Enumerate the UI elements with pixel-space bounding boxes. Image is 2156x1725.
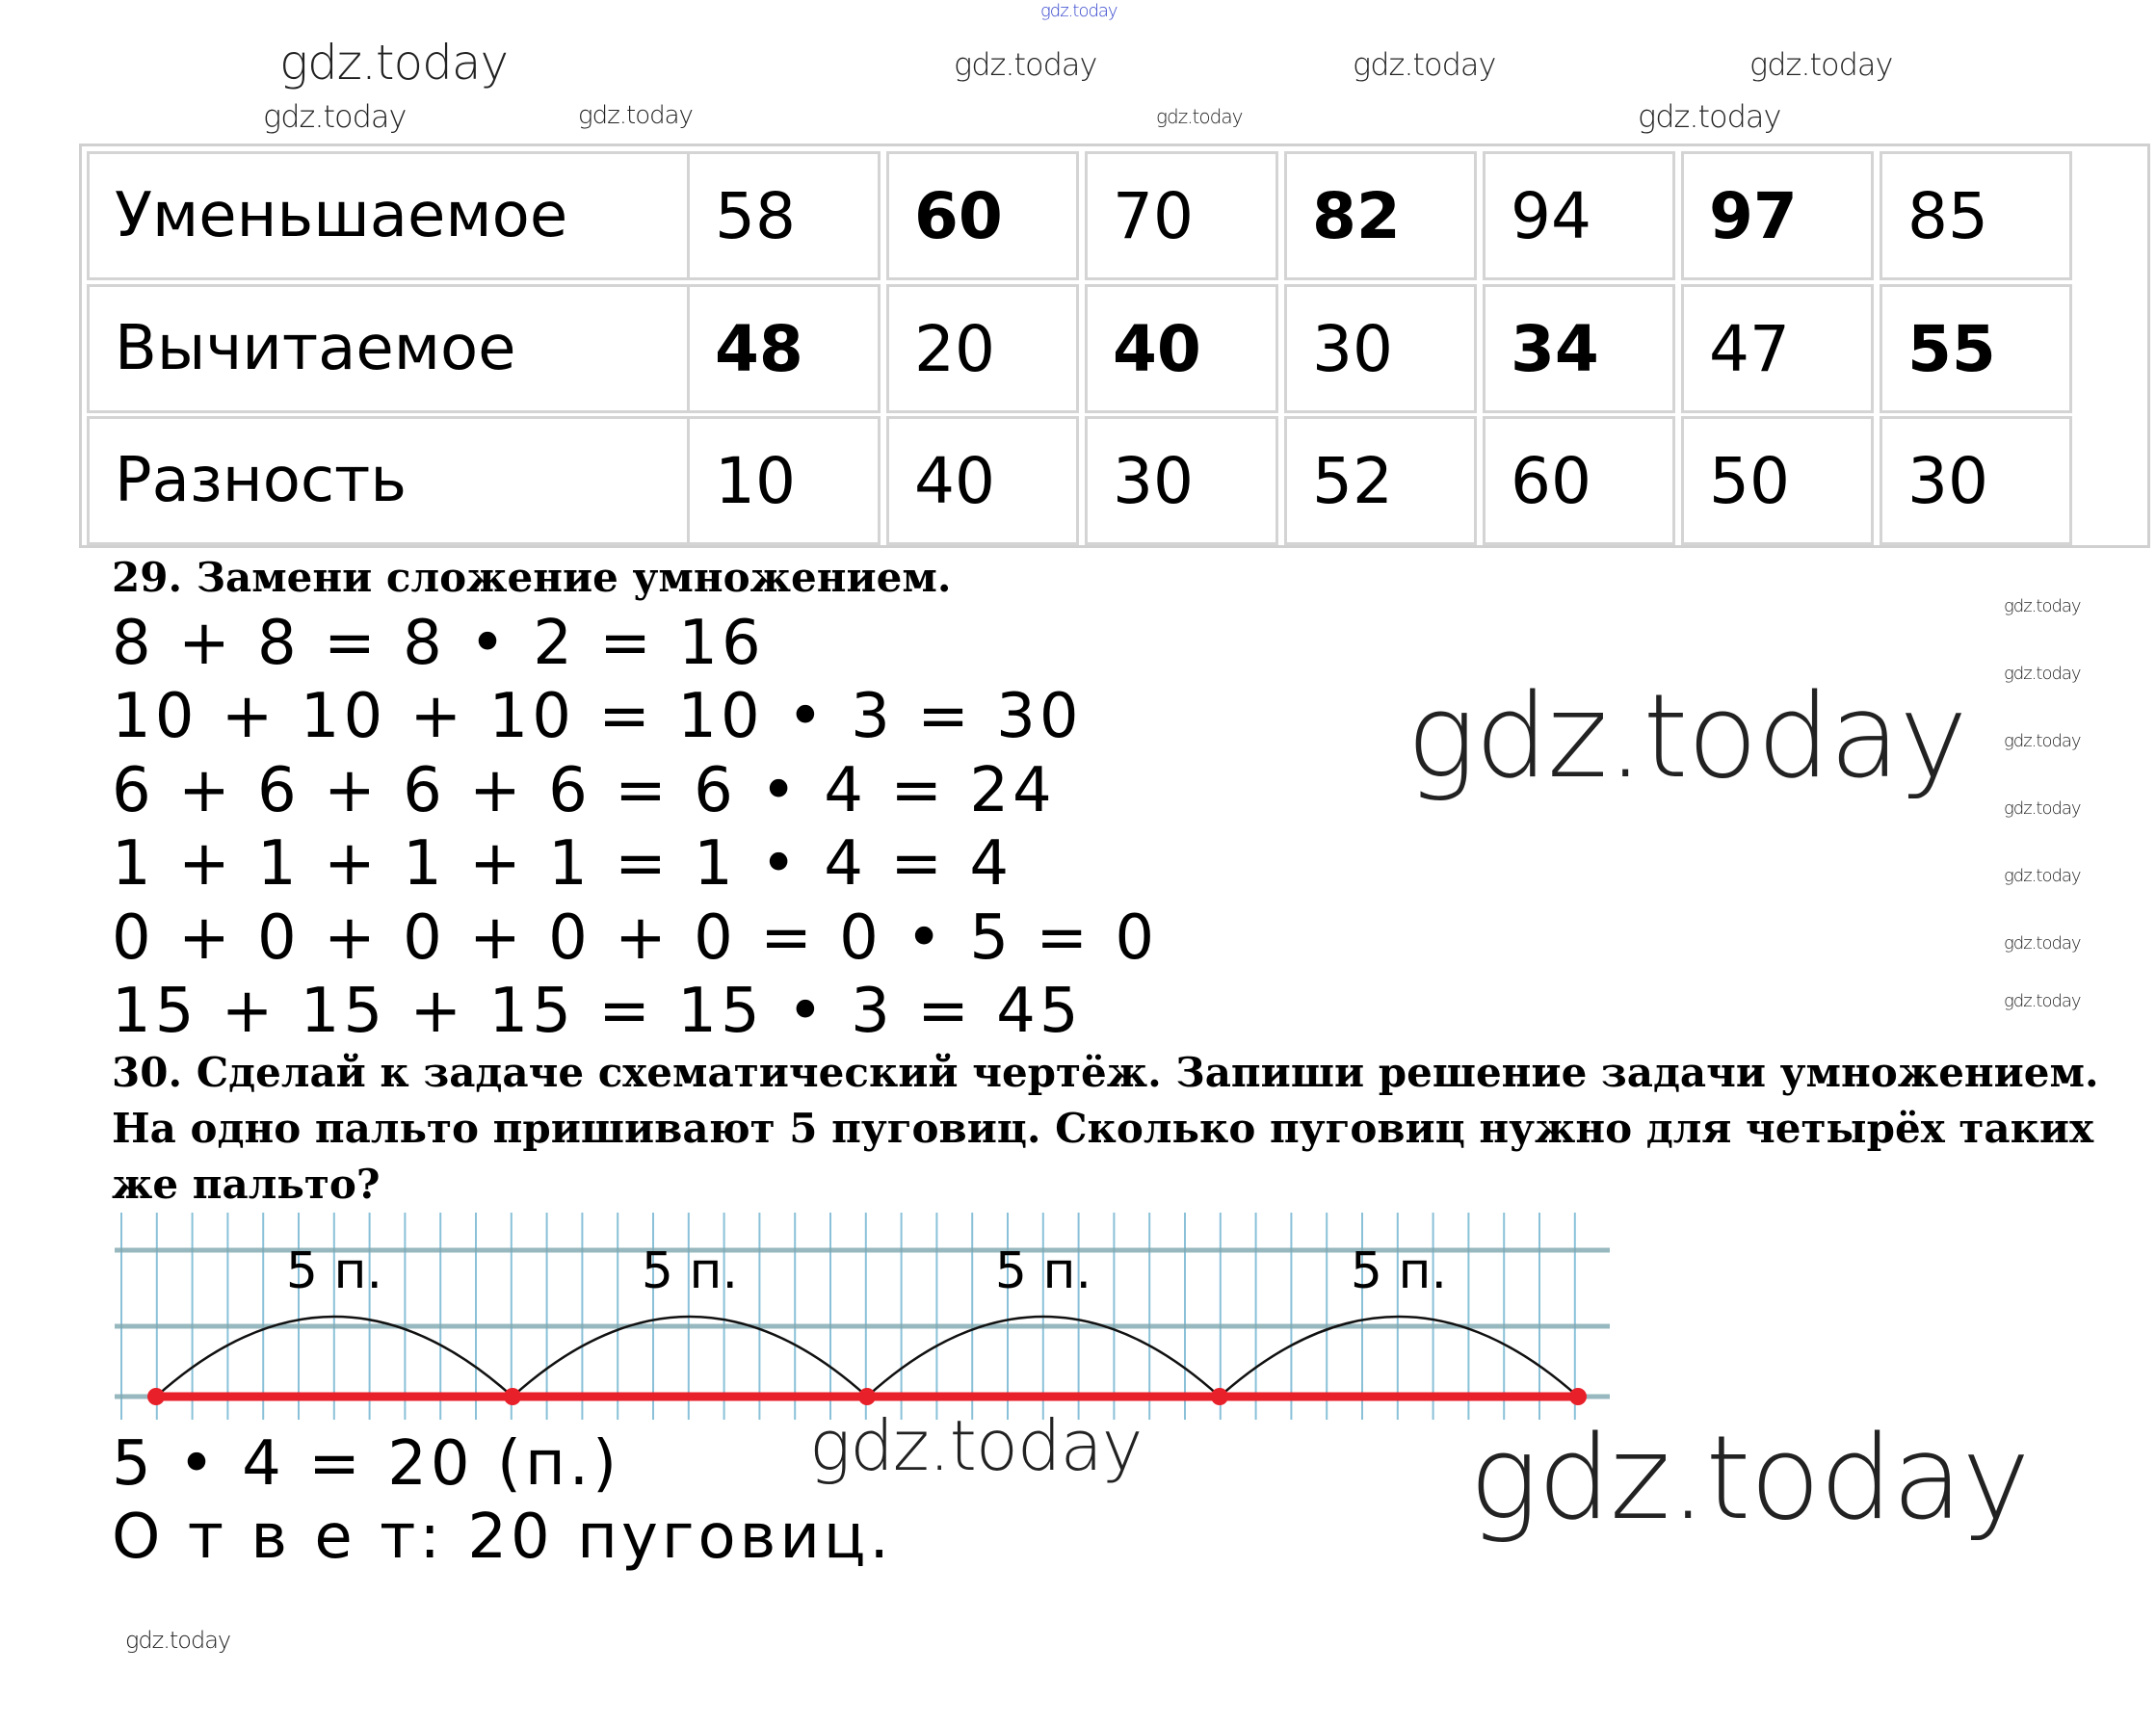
row-label: Вычитаемое bbox=[87, 284, 759, 413]
arc bbox=[866, 1315, 1221, 1398]
table-cell: 20 bbox=[886, 284, 1079, 413]
solution: 5 • 4 = 20 (п.) bbox=[112, 1428, 621, 1500]
task-30-heading-line: На одно пальто пришивают 5 пуговиц. Скол… bbox=[112, 1105, 2094, 1152]
row-label: Разность bbox=[87, 416, 759, 545]
table-cell: 50 bbox=[1681, 416, 1874, 545]
watermark: gdz.today bbox=[578, 101, 694, 130]
segment-point bbox=[1211, 1388, 1228, 1405]
watermark: gdz.today bbox=[2004, 798, 2082, 819]
task-29-heading: 29. Замени сложение умножением. bbox=[112, 554, 952, 601]
watermark: gdz.today bbox=[1638, 98, 1781, 135]
table-cell: 34 bbox=[1483, 284, 1675, 413]
segment-point bbox=[147, 1388, 165, 1405]
subtraction-table: Уменьшаемое 58 60 70 82 94 97 85 Вычитаемое 48 20 4… bbox=[79, 144, 2150, 548]
arc bbox=[155, 1315, 513, 1398]
equation-line: 1 + 1 + 1 + 1 = 1 • 4 = 4 bbox=[112, 828, 1013, 900]
table-cell: 97 bbox=[1681, 151, 1874, 280]
arc-label: 5 п. bbox=[286, 1242, 382, 1300]
equation-line: 6 + 6 + 6 + 6 = 6 • 4 = 24 bbox=[112, 755, 1056, 826]
arc-label: 5 п. bbox=[642, 1242, 738, 1300]
table-cell: 48 bbox=[687, 284, 881, 413]
equation-line: 15 + 15 + 15 = 15 • 3 = 45 bbox=[112, 976, 1083, 1047]
answer: О т в е т: 20 пуговиц. bbox=[112, 1502, 893, 1573]
table-cell: 82 bbox=[1284, 151, 1477, 280]
watermark: gdz.today bbox=[809, 1405, 1143, 1486]
watermark: gdz.today bbox=[2004, 596, 2082, 616]
arc bbox=[1219, 1315, 1579, 1398]
table-cell: 30 bbox=[1880, 416, 2072, 545]
table-cell: 60 bbox=[1483, 416, 1675, 545]
table-cell: 10 bbox=[687, 416, 881, 545]
watermark: gdz.today bbox=[2004, 991, 2082, 1011]
segment-point bbox=[504, 1388, 521, 1405]
watermark: gdz.today bbox=[1156, 105, 1243, 128]
watermark: gdz.today bbox=[1353, 46, 1496, 83]
arc-label: 5 п. bbox=[995, 1242, 1091, 1300]
table-cell: 30 bbox=[1284, 284, 1477, 413]
table-cell: 47 bbox=[1681, 284, 1874, 413]
table-cell: 60 bbox=[886, 151, 1079, 280]
table-cell: 40 bbox=[1085, 284, 1278, 413]
schematic-diagram: 5 п. 5 п. 5 п. 5 п. bbox=[115, 1213, 1610, 1420]
row-label: Уменьшаемое bbox=[87, 151, 759, 280]
table-cell: 55 bbox=[1880, 284, 2072, 413]
table-cell: 94 bbox=[1483, 151, 1675, 280]
watermark: gdz.today bbox=[2004, 933, 2082, 954]
equation-line: 8 + 8 = 8 • 2 = 16 bbox=[112, 608, 765, 679]
table-cell: 40 bbox=[886, 416, 1079, 545]
arc-label: 5 п. bbox=[1351, 1242, 1447, 1300]
table-cell: 85 bbox=[1880, 151, 2072, 280]
table-cell: 30 bbox=[1085, 416, 1278, 545]
watermark: gdz.today bbox=[279, 35, 509, 91]
watermark: gdz.today bbox=[1407, 670, 1968, 804]
watermark: gdz.today bbox=[1040, 1, 1118, 21]
watermark: gdz.today bbox=[2004, 866, 2082, 886]
watermark: gdz.today bbox=[2004, 664, 2082, 684]
watermark: gdz.today bbox=[1749, 46, 1893, 83]
watermark: gdz.today bbox=[2004, 731, 2082, 751]
table-cell: 52 bbox=[1284, 416, 1477, 545]
task-30-heading-line: 30. Сделай к задаче схематический чертёж… bbox=[112, 1049, 2099, 1096]
segment-point bbox=[858, 1388, 876, 1405]
task-30-heading-line: же пальто? bbox=[112, 1161, 381, 1208]
equation-line: 0 + 0 + 0 + 0 + 0 = 0 • 5 = 0 bbox=[112, 902, 1159, 974]
equation-line: 10 + 10 + 10 = 10 • 3 = 30 bbox=[112, 681, 1083, 752]
watermark: gdz.today bbox=[954, 46, 1097, 83]
segment-point bbox=[1569, 1388, 1587, 1405]
watermark: gdz.today bbox=[125, 1627, 231, 1654]
table-cell: 58 bbox=[687, 151, 881, 280]
watermark: gdz.today bbox=[263, 98, 407, 135]
table-cell: 70 bbox=[1085, 151, 1278, 280]
watermark: gdz.today bbox=[1469, 1412, 2031, 1546]
arc bbox=[512, 1315, 868, 1398]
